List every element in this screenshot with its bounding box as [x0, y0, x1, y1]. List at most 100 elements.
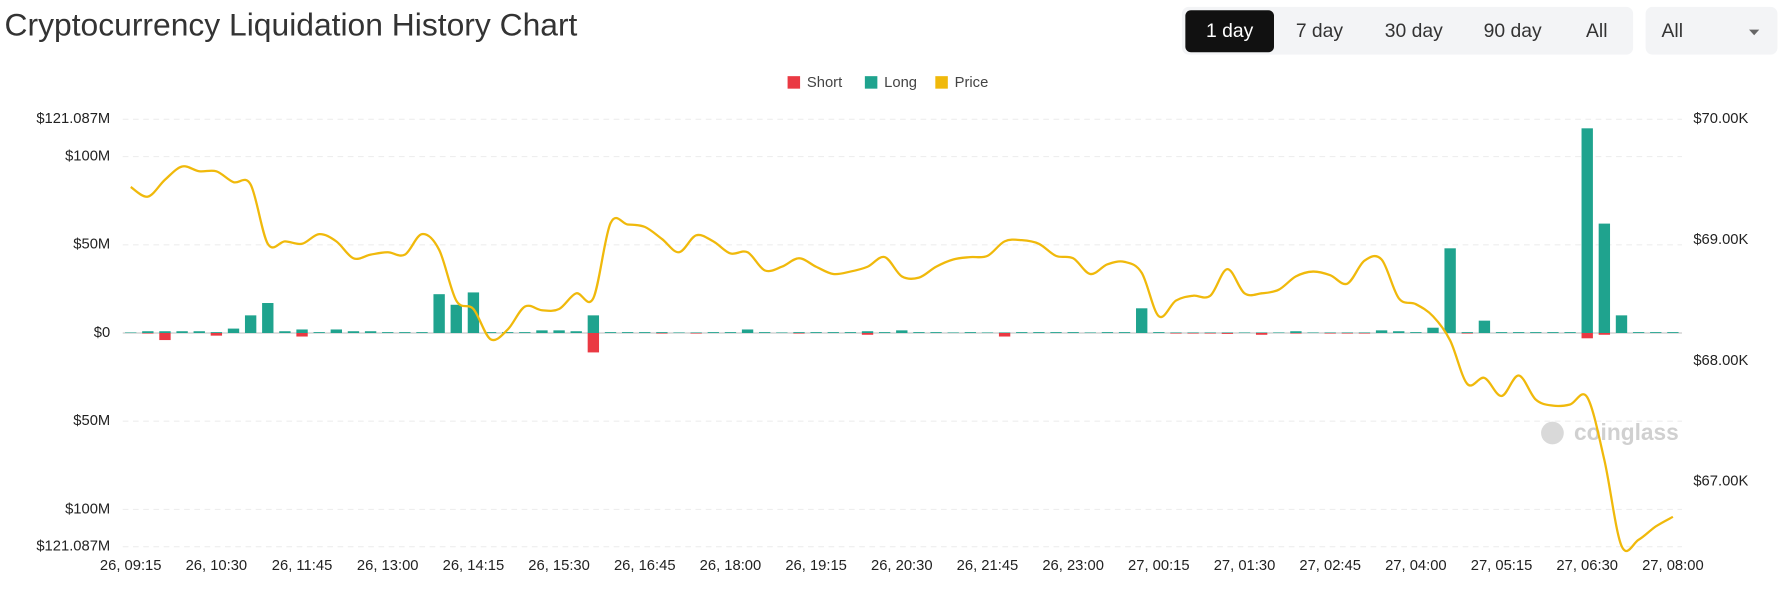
bar [570, 331, 582, 334]
y-tick-label: $121.087M [36, 111, 110, 127]
y-tick-label: $100M [65, 148, 110, 164]
bar [142, 331, 154, 334]
bar [981, 332, 994, 334]
bar [1581, 333, 1593, 339]
bar [176, 331, 188, 334]
bar [741, 329, 754, 334]
range-button[interactable]: All [1586, 21, 1607, 42]
bar [964, 332, 977, 334]
bar [142, 333, 154, 334]
bar [1581, 128, 1593, 334]
bar [364, 331, 377, 334]
bar [1170, 332, 1182, 334]
dropdown-caret [1749, 29, 1760, 36]
bar [1273, 332, 1285, 334]
bar [673, 332, 685, 334]
bar [587, 315, 600, 334]
y-tick-label: $0 [94, 325, 110, 341]
bar [519, 332, 531, 334]
x-tick-label: 26, 09:15 [100, 558, 162, 574]
range-button-selected[interactable] [1185, 10, 1274, 53]
watermark: coinglass [1541, 419, 1679, 445]
bar [1307, 332, 1319, 334]
bar [1444, 248, 1456, 334]
bar [1221, 333, 1234, 334]
x-tick-label: 27, 04:00 [1385, 558, 1447, 574]
bar [930, 332, 942, 334]
bar [1461, 333, 1473, 334]
bar [553, 330, 565, 334]
bar [1324, 333, 1336, 334]
bar [861, 331, 874, 334]
bar [244, 315, 257, 334]
bar [159, 333, 171, 341]
x-tick-label: 26, 21:45 [957, 558, 1019, 574]
y-tick-label: $100M [65, 501, 110, 517]
bar [1564, 332, 1576, 334]
bar [639, 332, 651, 334]
bar [827, 332, 839, 334]
bar [1290, 331, 1302, 334]
bar [313, 332, 325, 334]
x-tick-label: 27, 08:00 [1642, 558, 1704, 574]
x-tick-label: 27, 02:45 [1299, 558, 1361, 574]
bar [621, 332, 634, 334]
bar [896, 330, 908, 334]
bar [501, 332, 514, 334]
range-button[interactable]: 1 day [1206, 21, 1254, 42]
bar [604, 332, 617, 334]
range-button[interactable]: 30 day [1385, 21, 1443, 42]
bar [1393, 331, 1405, 334]
bar [1547, 332, 1559, 334]
bar [1101, 332, 1114, 334]
bar [1187, 333, 1199, 334]
bar [1495, 332, 1508, 334]
bar [1187, 332, 1199, 334]
bar [467, 292, 480, 334]
bar [1290, 333, 1302, 334]
bar [1341, 333, 1354, 334]
x-tick-label: 26, 13:00 [357, 558, 419, 574]
bar [759, 332, 771, 334]
range-button[interactable]: 90 day [1484, 21, 1542, 42]
bar [210, 333, 223, 336]
bar [399, 332, 411, 334]
bar [1461, 332, 1473, 334]
bar [416, 332, 428, 334]
bar [159, 331, 171, 334]
chart-title: Cryptocurrency Liquidation History Chart [5, 7, 578, 43]
x-tick-label: 27, 00:15 [1128, 558, 1190, 574]
range-button[interactable]: 7 day [1296, 21, 1344, 42]
bar [1324, 332, 1336, 334]
bar [296, 333, 308, 337]
x-tick-label: 26, 18:00 [700, 558, 762, 574]
y2-tick-label: $67.00K [1693, 474, 1748, 490]
bar [262, 303, 274, 334]
x-tick-label: 27, 01:30 [1214, 558, 1276, 574]
x-tick-label: 26, 16:45 [614, 558, 676, 574]
range-bar [1181, 6, 1634, 55]
legend-label: Long [884, 75, 917, 91]
bar [1016, 332, 1028, 334]
bar [1084, 332, 1096, 334]
bar [1153, 332, 1165, 334]
bar [347, 331, 360, 334]
bar [656, 333, 668, 334]
dropdown-label[interactable]: All [1662, 21, 1683, 42]
x-tick-label: 26, 10:30 [186, 558, 248, 574]
x-tick-label: 26, 11:45 [272, 558, 332, 574]
bar [296, 329, 308, 334]
bar [125, 332, 137, 334]
bar [1615, 315, 1628, 334]
legend-label: Price [955, 75, 989, 91]
legend-swatch [864, 76, 878, 89]
bar [707, 332, 719, 334]
y2-tick-label: $68.00K [1693, 353, 1748, 369]
legend-label: Short [807, 75, 842, 91]
bar [1255, 333, 1268, 335]
legend-swatch [787, 76, 801, 89]
dropdown[interactable] [1645, 6, 1778, 55]
x-tick-label: 27, 06:30 [1556, 558, 1618, 574]
